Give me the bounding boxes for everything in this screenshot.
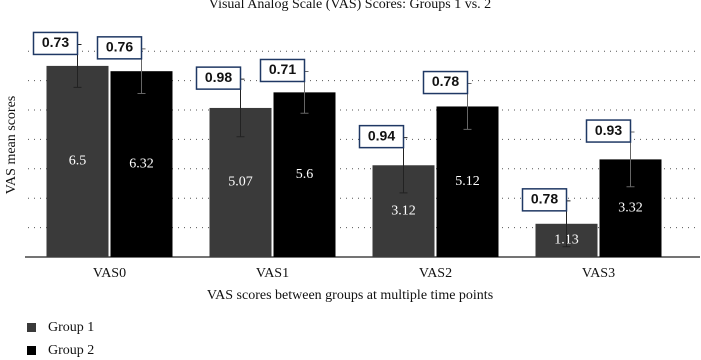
value-label: 5.12 (455, 174, 480, 189)
x-tick-label: VAS0 (93, 266, 126, 281)
error-label: 0.78 (432, 73, 459, 89)
error-label: 0.94 (368, 127, 395, 143)
value-label: 6.32 (129, 156, 154, 171)
error-label-box (195, 66, 242, 90)
error-label-box (358, 124, 405, 149)
value-label: 6.5 (69, 154, 87, 169)
bar (46, 65, 109, 258)
value-label: 5.07 (228, 175, 253, 190)
error-label: 0.98 (205, 69, 232, 85)
legend-swatch (27, 323, 36, 332)
error-label-box (585, 119, 632, 143)
error-label: 0.73 (42, 34, 69, 50)
error-label-box (521, 188, 568, 212)
legend-swatch (27, 346, 36, 355)
x-tick-label: VAS1 (256, 266, 289, 281)
value-label: 3.12 (391, 203, 416, 218)
y-axis-label: VAS mean scores (4, 96, 19, 195)
legend-label: Group 2 (48, 343, 94, 358)
error-label-box (96, 36, 143, 60)
x-tick-label: VAS2 (419, 266, 452, 281)
legend-label: Group 1 (48, 320, 94, 335)
error-label: 0.78 (531, 191, 558, 207)
x-axis-label: VAS scores between groups at multiple ti… (207, 288, 493, 303)
value-label: 5.6 (296, 167, 314, 182)
bar (436, 106, 499, 257)
error-label-box (259, 58, 306, 83)
error-label: 0.71 (269, 61, 296, 77)
bar (110, 71, 173, 257)
error-label-box (32, 31, 79, 56)
x-tick-label: VAS3 (582, 266, 615, 281)
chart-title: Visual Analog Scale (VAS) Scores: Groups… (209, 0, 491, 12)
bar (273, 92, 336, 257)
error-label: 0.93 (595, 122, 622, 138)
error-label-box (422, 70, 469, 95)
error-label: 0.76 (106, 39, 133, 55)
value-label: 3.32 (618, 200, 643, 215)
